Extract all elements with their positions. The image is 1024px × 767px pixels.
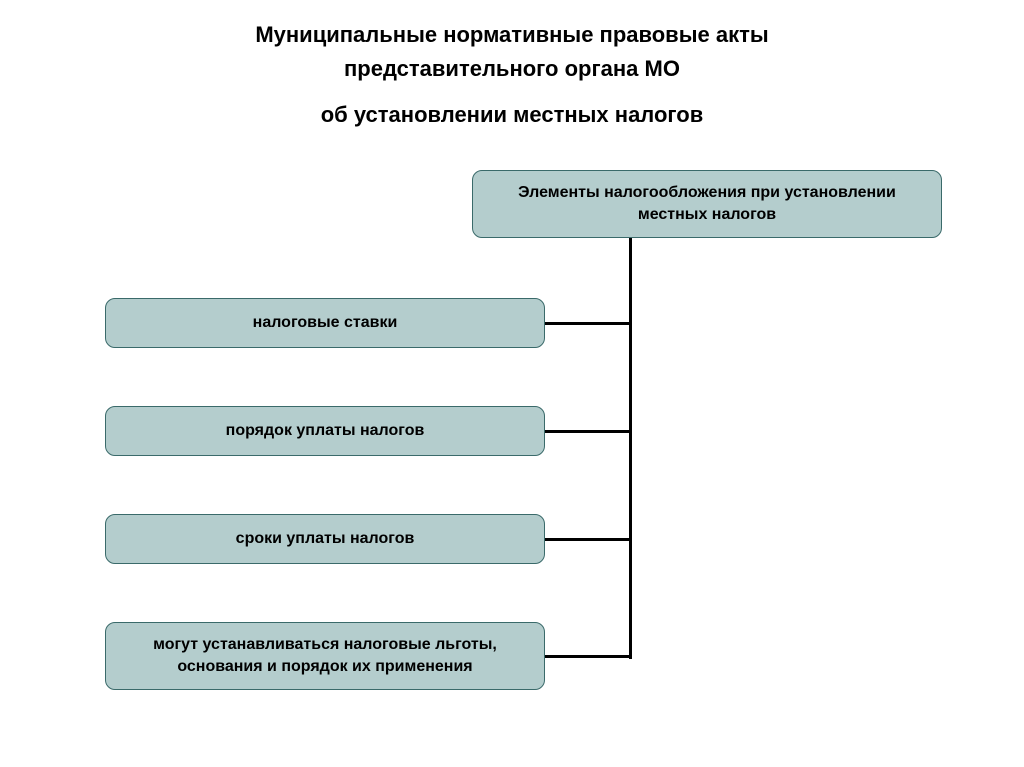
node-label: порядок уплаты налогов bbox=[226, 420, 425, 442]
diagram-canvas: Муниципальные нормативные правовые акты п… bbox=[0, 0, 1024, 767]
node-n2: порядок уплаты налогов bbox=[105, 406, 545, 456]
connector-trunk bbox=[629, 238, 632, 659]
title-line-1: Муниципальные нормативные правовые акты bbox=[0, 22, 1024, 48]
connector-branch-2 bbox=[545, 430, 632, 433]
node-root: Элементы налогообложения при установлени… bbox=[472, 170, 942, 238]
connector-branch-3 bbox=[545, 538, 632, 541]
title-line-2: представительного органа МО bbox=[0, 56, 1024, 82]
node-n1: налоговые ставки bbox=[105, 298, 545, 348]
connector-branch-4 bbox=[545, 655, 632, 658]
connector-branch-1 bbox=[545, 322, 632, 325]
node-label: налоговые ставки bbox=[253, 312, 398, 334]
title-block: Муниципальные нормативные правовые акты п… bbox=[0, 22, 1024, 128]
node-label: могут устанавливаться налоговые льготы, … bbox=[124, 634, 526, 679]
node-n4: могут устанавливаться налоговые льготы, … bbox=[105, 622, 545, 690]
node-label: сроки уплаты налогов bbox=[236, 528, 415, 550]
node-n3: сроки уплаты налогов bbox=[105, 514, 545, 564]
node-label: Элементы налогообложения при установлени… bbox=[491, 182, 923, 227]
title-line-3: об установлении местных налогов bbox=[0, 102, 1024, 128]
